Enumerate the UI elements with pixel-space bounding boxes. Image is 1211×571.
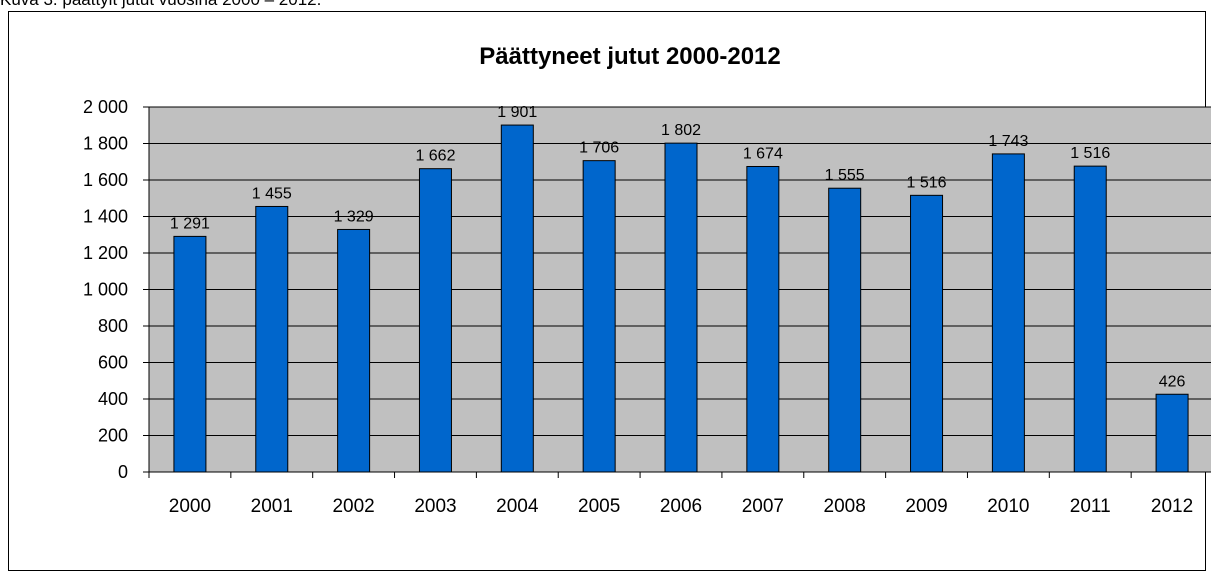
y-tick-label-1600: 1 600: [83, 170, 128, 190]
y-tick-label-2000: 2 000: [83, 97, 128, 117]
bar-2007: [746, 165, 780, 473]
x-tick-label-2006: 2006: [660, 496, 702, 517]
data-label-2002: 1 329: [334, 208, 374, 225]
x-tick-label-2011: 2011: [1070, 496, 1111, 517]
data-label-2006: 1 802: [661, 122, 701, 139]
x-tick-label-2005: 2005: [578, 496, 620, 517]
bar-2003: [418, 168, 452, 473]
data-label-2004: 1 901: [497, 104, 537, 121]
bar-2000: [173, 235, 207, 473]
y-tick-label-1000: 1 000: [83, 280, 128, 300]
x-tick-label-2007: 2007: [742, 496, 784, 517]
y-tick-label-200: 200: [98, 426, 128, 446]
x-tick-label-2010: 2010: [987, 496, 1029, 517]
data-label-2000: 1 291: [170, 215, 210, 232]
data-label-2011: 1 516: [1070, 145, 1110, 162]
y-tick-label-600: 600: [98, 353, 128, 373]
x-tick-label-2001: 2001: [251, 496, 293, 517]
data-label-2008: 1 555: [825, 167, 865, 184]
data-label-2010: 1 743: [988, 133, 1028, 150]
y-tick-label-0: 0: [118, 462, 128, 482]
x-tick-label-2000: 2000: [169, 496, 211, 517]
x-tick-label-2004: 2004: [496, 496, 539, 517]
y-tick-label-800: 800: [98, 316, 128, 336]
bar-2001: [255, 205, 289, 473]
data-labels: 1 291 1 455 1 329 1 662 1 901 1 706 1 802 1 674…: [170, 104, 1186, 390]
bars: [173, 124, 1189, 473]
y-tick-label-1200: 1 200: [83, 243, 128, 263]
chart-title: Päättyneet jutut 2000-2012: [479, 43, 780, 70]
x-tick-label-2003: 2003: [414, 496, 456, 517]
data-label-2009: 1 516: [907, 174, 947, 191]
data-label-2005: 1 706: [579, 140, 619, 157]
axes: 0 200 400 600 800 1 000 1 200 1 400 1 600 1 800 2 …: [83, 97, 1211, 517]
data-label-2001: 1 455: [252, 185, 292, 202]
bar-2009: [910, 194, 944, 473]
y-tick-label-400: 400: [98, 389, 128, 409]
x-tick-label-2002: 2002: [332, 496, 374, 517]
bar-2006: [664, 142, 698, 473]
bar-2011: [1073, 165, 1107, 473]
y-tick-label-1800: 1 800: [83, 134, 128, 154]
x-tick-label-2012: 2012: [1151, 496, 1193, 517]
bar-2012: [1155, 393, 1189, 473]
figure-caption: Kuva 3. päättyit jutut vuosina 2000 – 20…: [0, 0, 321, 10]
data-label-2007: 1 674: [743, 145, 783, 162]
bar-2002: [337, 228, 371, 473]
y-tick-label-1400: 1 400: [83, 207, 128, 227]
bar-2005: [582, 160, 616, 473]
data-label-2012: 426: [1159, 373, 1186, 390]
x-tick-label-2009: 2009: [905, 496, 947, 517]
data-label-2003: 1 662: [415, 148, 455, 165]
bar-2010: [991, 153, 1025, 473]
x-tick-label-2008: 2008: [824, 496, 866, 517]
bar-2008: [828, 187, 862, 473]
bar-2004: [500, 124, 534, 473]
